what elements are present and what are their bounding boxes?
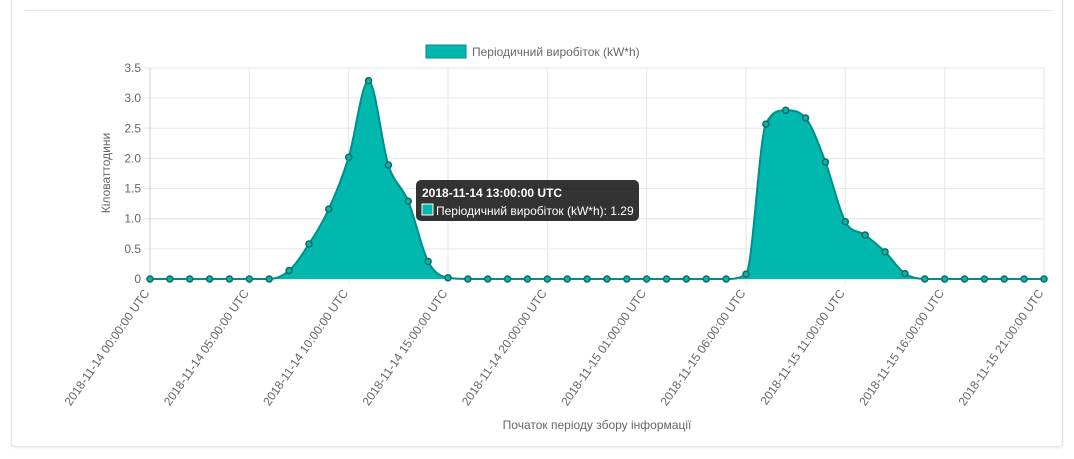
data-point[interactable] [464, 275, 472, 283]
data-point[interactable] [424, 257, 432, 266]
data-point[interactable] [762, 120, 770, 128]
data-point[interactable] [444, 274, 452, 282]
data-point[interactable] [861, 231, 869, 239]
tooltip: 2018-11-14 13:00:00 UTC Періодичний виро… [416, 180, 639, 221]
y-tick-label: 1.0 [124, 212, 141, 226]
data-point[interactable] [146, 275, 154, 283]
x-tick-label: 2018-11-14 20:00:00 UTC [459, 286, 550, 408]
data-point[interactable] [623, 275, 631, 283]
data-point[interactable] [563, 275, 571, 283]
y-tick-label: 0.5 [124, 242, 141, 256]
legend-swatch [425, 44, 467, 59]
chart-panel [11, 0, 1063, 447]
data-point[interactable] [980, 275, 989, 283]
data-point[interactable] [1040, 275, 1048, 283]
x-tick-label: 2018-11-14 15:00:00 UTC [360, 286, 451, 408]
data-point[interactable] [801, 114, 810, 122]
data-point[interactable] [245, 275, 254, 283]
data-point[interactable] [841, 217, 850, 226]
x-axis-ticks: 2018-11-14 00:00:00 UTC 2018-11-14 05:00:… [62, 286, 1047, 408]
data-point[interactable] [583, 275, 591, 283]
data-point[interactable] [166, 275, 174, 283]
x-tick-label: 2018-11-14 10:00:00 UTC [260, 286, 351, 408]
y-tick-label: 2.0 [124, 151, 141, 165]
tooltip-box [416, 180, 639, 221]
data-point[interactable] [960, 275, 969, 283]
top-divider [25, 10, 1053, 11]
y-tick-label: 3.5 [124, 61, 141, 75]
data-point[interactable] [603, 275, 611, 283]
series-line [150, 79, 1044, 280]
data-point[interactable] [185, 275, 194, 283]
data-point[interactable] [662, 275, 671, 283]
data-point[interactable] [642, 275, 651, 283]
data-point[interactable] [921, 275, 929, 283]
series-area [150, 80, 1044, 279]
legend[interactable]: Періодичний виробіток (kW*h) [425, 44, 640, 59]
y-axis-ticks: 0 0.5 1.0 1.5 2.0 2.5 3.0 3.5 [124, 61, 141, 286]
x-tick-label: 2018-11-15 06:00:00 UTC [658, 286, 749, 408]
x-tick-label: 2018-11-14 05:00:00 UTC [161, 286, 252, 408]
y-axis-label: Кіловаттодини [99, 133, 113, 213]
legend-label: Періодичний виробіток (kW*h) [472, 45, 640, 59]
data-point[interactable] [543, 275, 552, 283]
x-tick-label: 2018-11-15 21:00:00 UTC [956, 286, 1047, 408]
data-point[interactable] [821, 158, 830, 166]
tooltip-label: Періодичний виробіток (kW*h): 1.29 [436, 204, 634, 218]
x-tick-label: 2018-11-15 11:00:00 UTC [757, 286, 848, 407]
data-point[interactable] [305, 240, 313, 248]
x-axis-label: Початок періоду збору інформації [503, 418, 692, 432]
data-point[interactable] [881, 248, 889, 256]
chart-grid [144, 67, 1045, 285]
data-point[interactable] [483, 275, 492, 283]
data-point[interactable] [702, 275, 711, 283]
data-point[interactable] [225, 275, 234, 283]
series-points [146, 76, 1048, 283]
data-point[interactable] [205, 275, 214, 283]
y-tick-label: 2.5 [124, 121, 141, 135]
data-point[interactable] [523, 275, 532, 283]
x-tick-label: 2018-11-15 01:00:00 UTC [558, 286, 649, 408]
data-point[interactable] [503, 275, 512, 283]
data-point[interactable] [344, 153, 353, 161]
data-point[interactable] [940, 275, 949, 283]
data-point[interactable] [325, 205, 333, 213]
data-point[interactable] [384, 161, 393, 169]
data-point[interactable] [682, 275, 691, 283]
y-tick-label: 3.0 [124, 91, 141, 105]
data-point[interactable] [742, 270, 750, 278]
data-point[interactable] [1000, 275, 1009, 283]
data-point[interactable] [1020, 275, 1028, 283]
data-point[interactable] [781, 106, 790, 114]
tooltip-title: 2018-11-14 13:00:00 UTC [422, 186, 562, 200]
x-tick-label: 2018-11-14 00:00:00 UTC [62, 286, 153, 408]
data-point[interactable] [364, 76, 373, 85]
data-point[interactable] [901, 269, 909, 278]
y-tick-label: 0 [134, 272, 141, 286]
y-tick-label: 1.5 [124, 182, 141, 196]
data-point[interactable] [722, 275, 730, 283]
data-point[interactable] [404, 197, 413, 205]
data-point[interactable] [265, 275, 273, 283]
tooltip-swatch [421, 203, 434, 216]
data-point[interactable] [285, 266, 293, 275]
x-tick-label: 2018-11-15 16:00:00 UTC [856, 286, 947, 408]
